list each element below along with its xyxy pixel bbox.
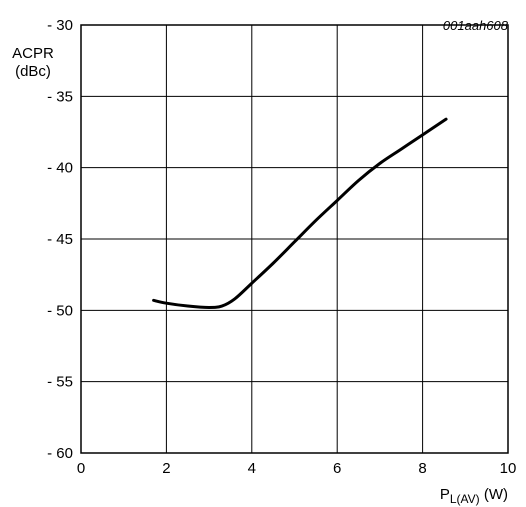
x-axis-label-main: P xyxy=(440,486,450,503)
x-tick-label: 8 xyxy=(418,460,426,477)
y-tick-label: - 45 xyxy=(47,231,73,248)
x-axis-label-subscript: L(AV) xyxy=(450,492,480,506)
y-tick-label: - 60 xyxy=(47,445,73,462)
x-tick-label: 6 xyxy=(333,460,341,477)
y-axis-label-line1: ACPR xyxy=(12,45,54,62)
x-tick-label: 4 xyxy=(248,460,256,477)
x-axis-label: PL(AV) (W) xyxy=(440,486,508,506)
plot-area-frame xyxy=(80,24,509,454)
y-tick-label: - 40 xyxy=(47,160,73,177)
y-tick-label: - 30 xyxy=(47,17,73,34)
y-axis-label-line2: (dBc) xyxy=(15,63,51,80)
grid-lines xyxy=(80,24,509,454)
x-axis-label-unit: (W) xyxy=(484,486,508,503)
acpr-curve xyxy=(152,117,448,309)
tick-labels: 0 2 4 6 8 10 - 30 - 35 - 40 - 45 - 50 - 55 - 60 xyxy=(47,17,516,477)
y-tick-label: - 35 xyxy=(47,88,73,105)
x-tick-label: 10 xyxy=(500,460,517,477)
y-tick-label: - 50 xyxy=(47,302,73,319)
y-tick-label: - 55 xyxy=(47,374,73,391)
figure-code: 001aah608 xyxy=(443,18,509,33)
x-tick-label: 2 xyxy=(162,460,170,477)
series-layer xyxy=(152,117,448,309)
x-tick-label: 0 xyxy=(77,460,85,477)
